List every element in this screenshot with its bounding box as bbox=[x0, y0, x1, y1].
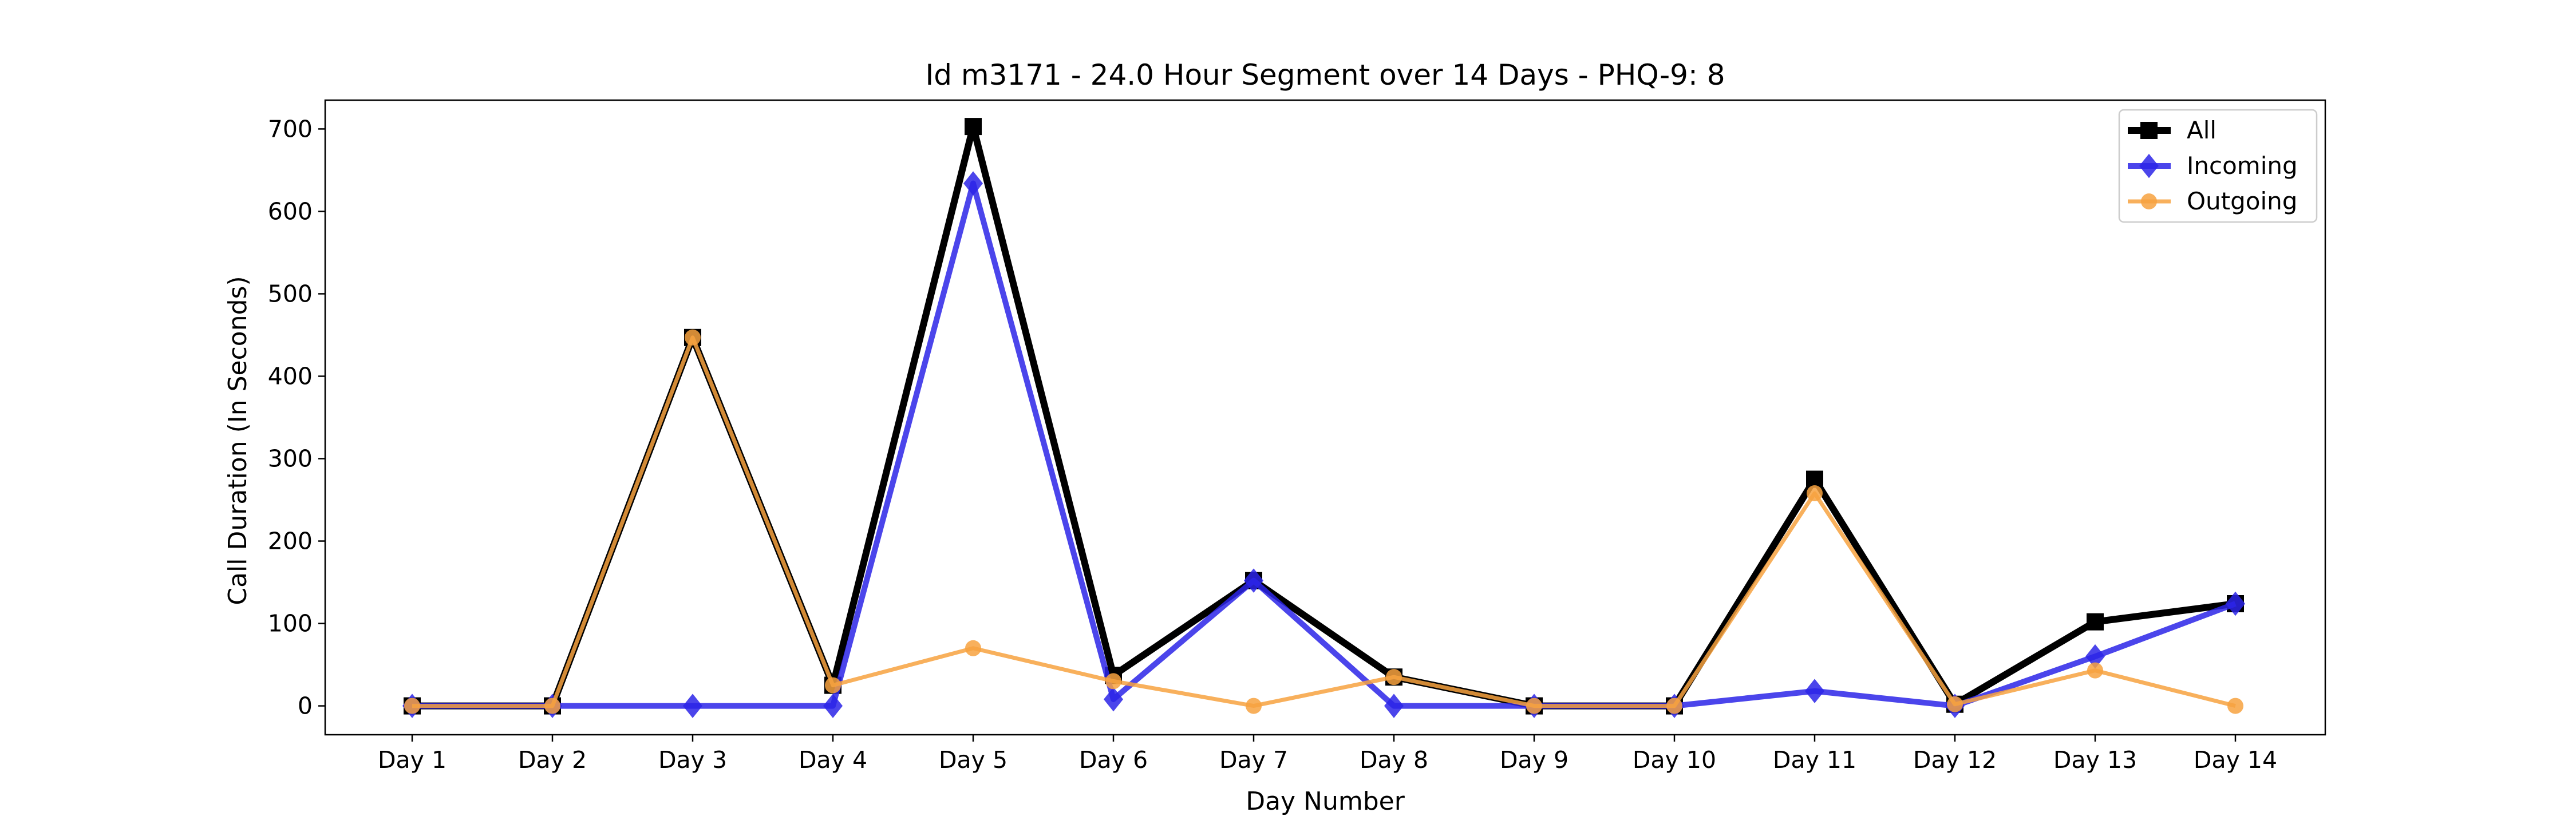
y-tick-label: 600 bbox=[268, 197, 313, 225]
y-tick-label: 400 bbox=[268, 362, 313, 390]
legend-box bbox=[2118, 109, 2318, 223]
data-point-outgoing bbox=[2087, 662, 2103, 679]
y-tick-label: 300 bbox=[268, 445, 313, 473]
data-point-outgoing bbox=[1666, 698, 1682, 714]
data-point-outgoing bbox=[1807, 485, 1823, 502]
series-line-incoming bbox=[412, 180, 2237, 709]
y-axis-label: Call Duration (In Seconds) bbox=[223, 276, 252, 605]
x-tick-label: Day 4 bbox=[799, 746, 867, 774]
data-point-outgoing bbox=[404, 698, 420, 714]
data-point-outgoing bbox=[1947, 696, 1963, 712]
legend-marker-incoming bbox=[2139, 153, 2159, 179]
data-point-incoming bbox=[1384, 694, 1404, 718]
data-point-outgoing bbox=[685, 329, 701, 346]
legend: All Incoming Outgoing bbox=[2118, 109, 2318, 223]
data-point-outgoing bbox=[1386, 669, 1402, 686]
y-tick-label: 0 bbox=[298, 692, 313, 720]
data-point-outgoing bbox=[1105, 673, 1121, 690]
x-tick-label: Day 1 bbox=[378, 746, 447, 774]
data-point-outgoing bbox=[1246, 698, 1262, 714]
x-tick-label: Day 11 bbox=[1773, 746, 1856, 774]
legend-label-outgoing: Outgoing bbox=[2187, 187, 2297, 215]
x-tick-label: Day 3 bbox=[658, 746, 727, 774]
data-point-incoming bbox=[683, 694, 702, 718]
data-point-incoming bbox=[963, 171, 983, 196]
series-line-all bbox=[412, 123, 2236, 710]
legend-marker-outgoing bbox=[2141, 193, 2157, 209]
x-tick-label: Day 13 bbox=[2053, 746, 2137, 774]
data-point-incoming bbox=[1244, 568, 1263, 593]
plot-area: 0 100 200 300 400 500 600 700 Day 1 Day 2 Day 3 Day… bbox=[268, 99, 2326, 774]
x-tick-label: Day 5 bbox=[939, 746, 1008, 774]
data-point-incoming bbox=[2226, 591, 2245, 616]
plot-frame bbox=[324, 99, 2326, 736]
legend-item-incoming: Incoming bbox=[2128, 152, 2298, 180]
x-tick-label: Day 7 bbox=[1219, 746, 1288, 774]
x-tick-label: Day 12 bbox=[1913, 746, 1997, 774]
legend-label-incoming: Incoming bbox=[2187, 152, 2298, 180]
data-point-incoming bbox=[823, 694, 843, 718]
data-point-outgoing bbox=[544, 698, 560, 714]
data-point-incoming bbox=[2085, 644, 2105, 669]
data-point-incoming bbox=[1104, 687, 1123, 712]
chart-title: Id m3171 - 24.0 Hour Segment over 14 Day… bbox=[925, 58, 1725, 92]
data-point-all bbox=[1806, 470, 1823, 488]
x-tick-label: Day 2 bbox=[518, 746, 587, 774]
legend-item-all: All bbox=[2128, 116, 2217, 144]
x-tick-label: Day 14 bbox=[2194, 746, 2277, 774]
data-point-all bbox=[2087, 613, 2104, 631]
series-incoming bbox=[402, 171, 2245, 718]
y-tick-label: 500 bbox=[268, 280, 313, 307]
series-outgoing bbox=[404, 329, 2243, 714]
data-point-incoming bbox=[1805, 679, 1824, 703]
x-tick-label: Day 8 bbox=[1360, 746, 1428, 774]
data-point-outgoing bbox=[965, 640, 981, 656]
series-all bbox=[404, 118, 2244, 715]
x-axis-label: Day Number bbox=[1246, 787, 1405, 816]
y-tick-label: 700 bbox=[268, 115, 313, 142]
series-line-outgoing bbox=[412, 335, 2236, 708]
x-tick-label: Day 10 bbox=[1633, 746, 1716, 774]
x-tick-label: Day 9 bbox=[1500, 746, 1568, 774]
data-point-outgoing bbox=[2227, 698, 2243, 714]
data-point-outgoing bbox=[1526, 698, 1542, 714]
data-point-outgoing bbox=[825, 677, 841, 694]
y-tick-label: 100 bbox=[268, 610, 313, 637]
x-tick-label: Day 6 bbox=[1079, 746, 1148, 774]
legend-label-all: All bbox=[2187, 116, 2217, 144]
legend-marker-all bbox=[2140, 122, 2158, 139]
y-tick-label: 200 bbox=[268, 528, 313, 555]
legend-item-outgoing: Outgoing bbox=[2128, 187, 2297, 215]
data-point-all bbox=[965, 118, 982, 136]
